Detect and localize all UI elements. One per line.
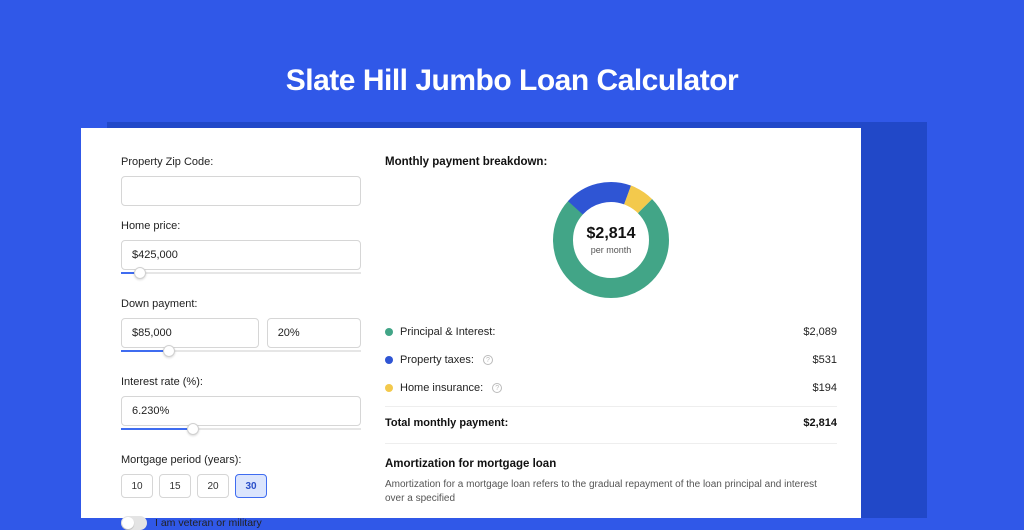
- total-row: Total monthly payment: $2,814: [385, 406, 837, 443]
- period-option-15[interactable]: 15: [159, 474, 191, 498]
- slider-fill: [121, 350, 169, 352]
- down-payment-slider[interactable]: [121, 350, 361, 362]
- legend-amount: $194: [813, 382, 837, 394]
- total-amount: $2,814: [803, 417, 837, 429]
- period-label: Mortgage period (years):: [121, 454, 361, 466]
- legend-row: Home insurance:? $194: [385, 374, 837, 402]
- veteran-toggle[interactable]: [121, 516, 147, 530]
- legend: Principal & Interest: $2,089 Property taxe…: [385, 318, 837, 402]
- zip-input[interactable]: [121, 176, 361, 206]
- down-payment-input[interactable]: [121, 318, 259, 348]
- slider-thumb[interactable]: [163, 345, 175, 357]
- total-label: Total monthly payment:: [385, 417, 508, 429]
- interest-label: Interest rate (%):: [121, 376, 361, 388]
- period-options: 10152030: [121, 474, 361, 498]
- home-price-input[interactable]: [121, 240, 361, 270]
- legend-dot: [385, 328, 393, 336]
- slider-track: [121, 272, 361, 274]
- amortization-title: Amortization for mortgage loan: [385, 443, 837, 470]
- breakdown-column: Monthly payment breakdown: $2,814 per mo…: [385, 156, 837, 518]
- info-icon[interactable]: ?: [483, 355, 493, 365]
- legend-row: Property taxes:? $531: [385, 346, 837, 374]
- legend-dot: [385, 356, 393, 364]
- donut-amount: $2,814: [587, 225, 636, 243]
- inputs-column: Property Zip Code: Home price: Down paym…: [121, 156, 361, 518]
- down-payment-label: Down payment:: [121, 298, 361, 310]
- donut-chart: $2,814 per month: [385, 180, 837, 300]
- home-price-label: Home price:: [121, 220, 361, 232]
- interest-input[interactable]: [121, 396, 361, 426]
- donut-sublabel: per month: [591, 245, 632, 255]
- zip-label: Property Zip Code:: [121, 156, 361, 168]
- legend-amount: $2,089: [803, 326, 837, 338]
- panel-shadow: Property Zip Code: Home price: Down paym…: [107, 122, 927, 518]
- veteran-label: I am veteran or military: [155, 517, 262, 529]
- legend-dot: [385, 384, 393, 392]
- period-option-10[interactable]: 10: [121, 474, 153, 498]
- period-option-30[interactable]: 30: [235, 474, 267, 498]
- amortization-body: Amortization for a mortgage loan refers …: [385, 478, 837, 506]
- slider-thumb[interactable]: [134, 267, 146, 279]
- info-icon[interactable]: ?: [492, 383, 502, 393]
- calculator-panel: Property Zip Code: Home price: Down paym…: [81, 128, 861, 518]
- page-title: Slate Hill Jumbo Loan Calculator: [286, 64, 738, 98]
- legend-row: Principal & Interest: $2,089: [385, 318, 837, 346]
- legend-label: Property taxes:: [400, 354, 474, 366]
- down-payment-pct-input[interactable]: [267, 318, 361, 348]
- slider-fill: [121, 428, 193, 430]
- legend-label: Principal & Interest:: [400, 326, 495, 338]
- home-price-slider[interactable]: [121, 272, 361, 284]
- toggle-knob: [122, 517, 134, 529]
- legend-amount: $531: [813, 354, 837, 366]
- interest-slider[interactable]: [121, 428, 361, 440]
- donut-center: $2,814 per month: [551, 180, 671, 300]
- breakdown-title: Monthly payment breakdown:: [385, 156, 837, 168]
- legend-label: Home insurance:: [400, 382, 483, 394]
- period-option-20[interactable]: 20: [197, 474, 229, 498]
- slider-thumb[interactable]: [187, 423, 199, 435]
